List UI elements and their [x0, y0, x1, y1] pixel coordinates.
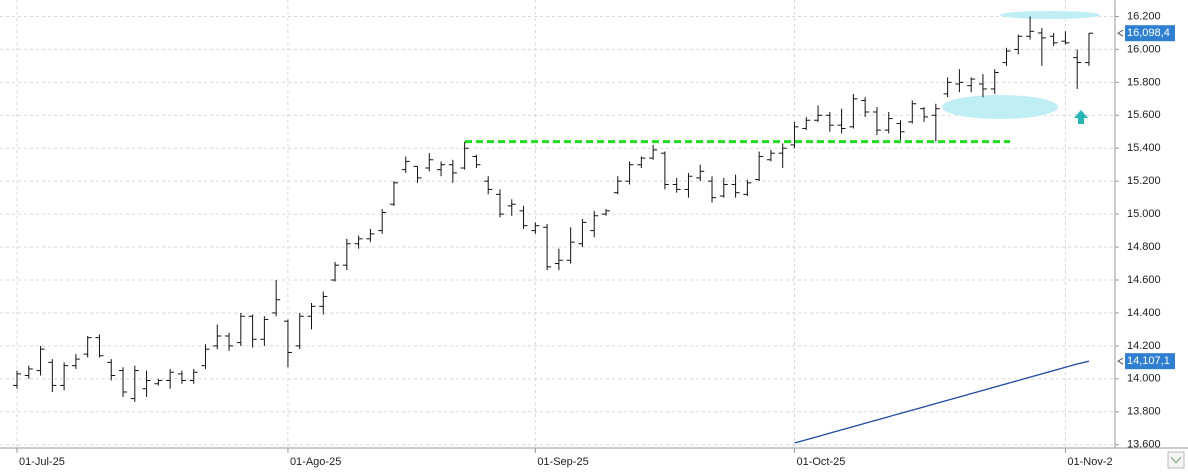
scroll-button[interactable] — [1167, 451, 1185, 469]
scroll-icon — [1170, 456, 1182, 464]
price-marker — [1117, 29, 1124, 37]
highlight-zone — [942, 95, 1058, 119]
y-tick-label: 13.600 — [1127, 439, 1161, 451]
y-tick-label: 15.200 — [1127, 175, 1161, 187]
y-tick-label: 13.800 — [1127, 406, 1161, 418]
y-tick-label: 14.600 — [1127, 274, 1161, 286]
price-label: 16,098,4 — [1127, 27, 1170, 39]
highlight-top — [1000, 11, 1100, 19]
x-tick-label: 01-Oct-25 — [796, 456, 845, 468]
up-arrow — [1074, 110, 1088, 124]
price-label-box — [1125, 25, 1175, 42]
y-tick-label: 15.000 — [1127, 208, 1161, 220]
x-tick-label: 01-Jul-25 — [19, 456, 65, 468]
y-tick-label: 15.600 — [1127, 109, 1161, 121]
x-tick-label: 01-Ago-25 — [290, 456, 341, 468]
x-tick-label: 01-Nov-2 — [1067, 456, 1112, 468]
price-label-box — [1125, 353, 1175, 370]
y-tick-label: 16.200 — [1127, 10, 1161, 22]
price-marker — [1117, 357, 1124, 365]
price-label: 14,107,1 — [1127, 355, 1170, 367]
y-tick-label: 14.000 — [1127, 373, 1161, 385]
y-tick-label: 15.800 — [1127, 76, 1161, 88]
y-tick-label: 14.800 — [1127, 241, 1161, 253]
moving-average-line — [794, 360, 1090, 444]
y-tick-label: 14.400 — [1127, 307, 1161, 319]
y-tick-label: 15.400 — [1127, 142, 1161, 154]
y-tick-label: 14.200 — [1127, 340, 1161, 352]
x-tick-label: 01-Sep-25 — [537, 456, 588, 468]
y-tick-label: 16.000 — [1127, 43, 1161, 55]
